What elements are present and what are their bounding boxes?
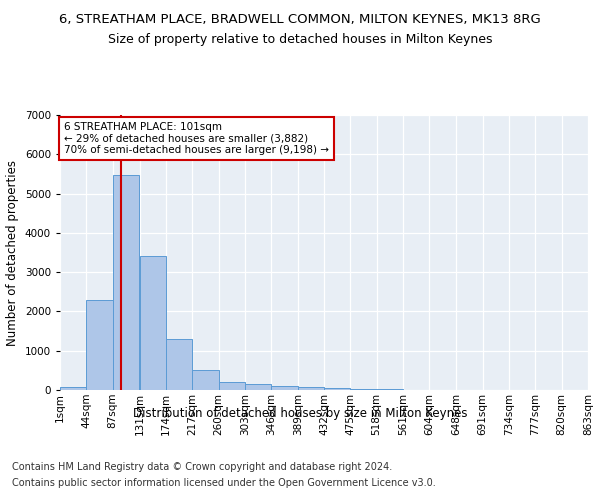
Text: 6 STREATHAM PLACE: 101sqm
← 29% of detached houses are smaller (3,882)
70% of se: 6 STREATHAM PLACE: 101sqm ← 29% of detac… [64, 122, 329, 156]
Bar [298, 387, 324, 390]
Bar [113, 174, 139, 390]
Bar [86, 300, 113, 390]
Bar [271, 386, 298, 390]
Bar [324, 388, 350, 390]
Text: Contains public sector information licensed under the Open Government Licence v3: Contains public sector information licen… [12, 478, 436, 488]
Bar [350, 389, 377, 390]
Bar [140, 256, 166, 390]
Bar [60, 387, 86, 390]
Bar [193, 370, 218, 390]
Bar [218, 382, 245, 390]
Text: Contains HM Land Registry data © Crown copyright and database right 2024.: Contains HM Land Registry data © Crown c… [12, 462, 392, 472]
Text: Distribution of detached houses by size in Milton Keynes: Distribution of detached houses by size … [133, 408, 467, 420]
Y-axis label: Number of detached properties: Number of detached properties [6, 160, 19, 346]
Text: 6, STREATHAM PLACE, BRADWELL COMMON, MILTON KEYNES, MK13 8RG: 6, STREATHAM PLACE, BRADWELL COMMON, MIL… [59, 12, 541, 26]
Text: Size of property relative to detached houses in Milton Keynes: Size of property relative to detached ho… [108, 32, 492, 46]
Bar [166, 339, 193, 390]
Bar [245, 384, 271, 390]
